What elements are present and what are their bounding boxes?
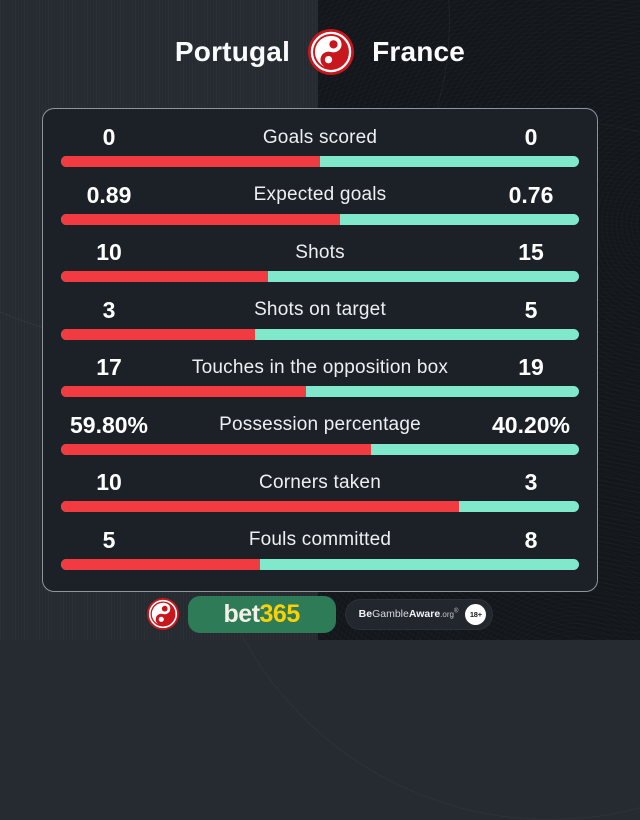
stat-bar [61,271,579,283]
home-bar-segment [61,213,341,225]
away-value: 15 [518,239,544,266]
away-value: 19 [518,354,544,381]
home-value: 0.89 [86,181,132,208]
stat-bar [61,213,579,225]
home-value: 10 [96,469,122,496]
home-bar-segment [61,386,306,398]
home-team-name: Portugal [174,36,291,67]
brand-yinyang-icon [146,598,179,630]
home-bar-segment [61,501,460,513]
stat-label: Fouls committed [248,529,392,551]
away-value: 3 [524,469,538,496]
away-value: 40.20% [491,411,570,438]
bet365-365-text: 365 [259,599,301,628]
home-value: 59.80% [69,411,148,438]
stat-row-goals-scored: 0 Goals scored 0 [61,117,579,175]
stat-row-shots: 10 Shots 15 [61,232,579,290]
age-18-badge: 18+ [465,603,487,625]
home-bar-segment [61,156,320,168]
stat-row-shots-on-target: 3 Shots on target 5 [61,290,579,348]
bet365-button[interactable]: bet365 [187,595,336,633]
home-bar-segment [61,271,269,283]
aware-org-text: .org [440,610,454,619]
stats-card: 0 Goals scored 0 0.89 Expected goals 0.7… [42,108,598,592]
home-bar-segment [61,328,256,340]
home-bar-segment [61,558,261,570]
stat-label: Touches in the opposition box [191,356,449,378]
stat-row-expected-goals: 0.89 Expected goals 0.76 [61,175,579,233]
aware-aware-text: Aware [408,608,441,620]
aware-gamble-text: Gamble [372,608,409,620]
stat-row-fouls: 5 Fouls committed 8 [61,520,579,578]
away-value: 0.76 [508,181,554,208]
header: Portugal France [0,0,640,104]
stat-label: Shots on target [254,299,386,321]
stat-bar [61,386,579,398]
stat-label: Expected goals [253,184,387,206]
stat-row-corners: 10 Corners taken 3 [61,462,579,520]
aware-be-text: Be [358,608,373,620]
away-value: 8 [524,526,538,553]
stat-bar [61,501,579,513]
stat-bar [61,328,579,340]
stat-bar [61,443,579,455]
stat-row-touches-opposition-box: 17 Touches in the opposition box 19 [61,347,579,405]
home-value: 3 [102,296,116,323]
away-value: 0 [524,124,538,151]
brand-yinyang-icon [308,29,355,75]
stat-label: Possession percentage [219,414,421,436]
home-value: 0 [102,124,116,151]
registered-mark: ® [453,608,459,615]
home-value: 10 [96,239,122,266]
stat-row-possession: 59.80% Possession percentage 40.20% [61,405,579,463]
away-value: 5 [524,296,538,323]
stat-label: Corners taken [259,471,381,493]
footer: bet365 BeGambleAware.org® 18+ [0,594,640,634]
home-value: 5 [102,526,116,553]
home-bar-segment [61,443,371,455]
bet365-bet-text: bet [223,599,261,628]
stat-label: Goals scored [262,126,378,148]
stat-bar [61,558,579,570]
away-team-name: France [372,36,466,67]
home-value: 17 [96,354,122,381]
begambleaware-link[interactable]: BeGambleAware.org® 18+ [344,598,494,630]
stat-bar [61,156,579,168]
stat-label: Shots [295,241,345,263]
